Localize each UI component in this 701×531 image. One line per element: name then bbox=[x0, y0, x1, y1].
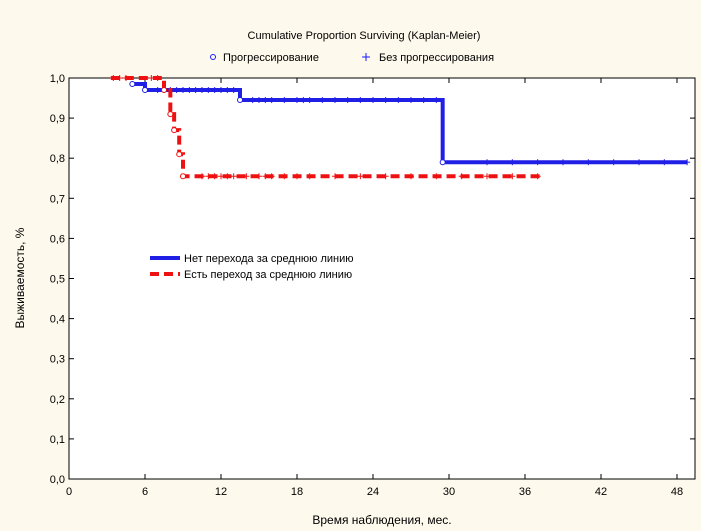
x-tick-label: 18 bbox=[291, 486, 303, 498]
x-tick-label: 36 bbox=[519, 486, 531, 498]
x-tick-label: 30 bbox=[443, 486, 455, 498]
x-axis-title: Время наблюдения, мес. bbox=[312, 513, 451, 527]
event-marker bbox=[162, 88, 167, 93]
y-tick-label: 0,0 bbox=[50, 474, 65, 486]
x-tick-label: 24 bbox=[367, 486, 379, 498]
x-tick-label: 6 bbox=[142, 486, 148, 498]
legend-label-no-crossing: Нет перехода за среднюю линию bbox=[184, 253, 354, 265]
y-tick-label: 0,8 bbox=[50, 153, 65, 165]
event-marker bbox=[172, 128, 177, 133]
y-tick-label: 0,4 bbox=[50, 314, 65, 326]
legend-label-crossing: Есть переход за среднюю линию bbox=[184, 269, 352, 281]
event-marker bbox=[440, 160, 445, 165]
y-tick-label: 0,9 bbox=[50, 113, 65, 125]
y-tick-label: 0,1 bbox=[50, 434, 65, 446]
event-marker bbox=[238, 98, 243, 103]
event-marker bbox=[181, 174, 186, 179]
event-marker bbox=[168, 112, 173, 117]
event-marker bbox=[143, 88, 148, 93]
legend-label-no-progression: Без прогрессирования bbox=[379, 52, 494, 64]
y-tick-label: 0,5 bbox=[50, 274, 65, 286]
y-tick-label: 0,6 bbox=[50, 233, 65, 245]
event-marker bbox=[177, 152, 182, 157]
x-tick-label: 0 bbox=[66, 486, 72, 498]
legend-circle-marker bbox=[211, 55, 216, 60]
x-tick-label: 48 bbox=[671, 486, 683, 498]
event-marker bbox=[130, 82, 135, 87]
legend-label-progression: Прогрессирование bbox=[223, 52, 319, 64]
y-tick-label: 0,2 bbox=[50, 394, 65, 406]
y-axis-title: Выживаемость, % bbox=[13, 227, 27, 328]
y-tick-label: 1,0 bbox=[50, 73, 65, 85]
x-tick-label: 12 bbox=[215, 486, 227, 498]
plot-area bbox=[69, 78, 695, 479]
x-tick-label: 42 bbox=[595, 486, 607, 498]
y-tick-label: 0,7 bbox=[50, 193, 65, 205]
y-tick-label: 0,3 bbox=[50, 354, 65, 366]
marker-legend: Прогрессирование Без прогрессирования bbox=[211, 52, 495, 64]
chart-title: Cumulative Proportion Surviving (Kaplan-… bbox=[248, 30, 481, 42]
legend-plus-marker bbox=[362, 53, 370, 61]
